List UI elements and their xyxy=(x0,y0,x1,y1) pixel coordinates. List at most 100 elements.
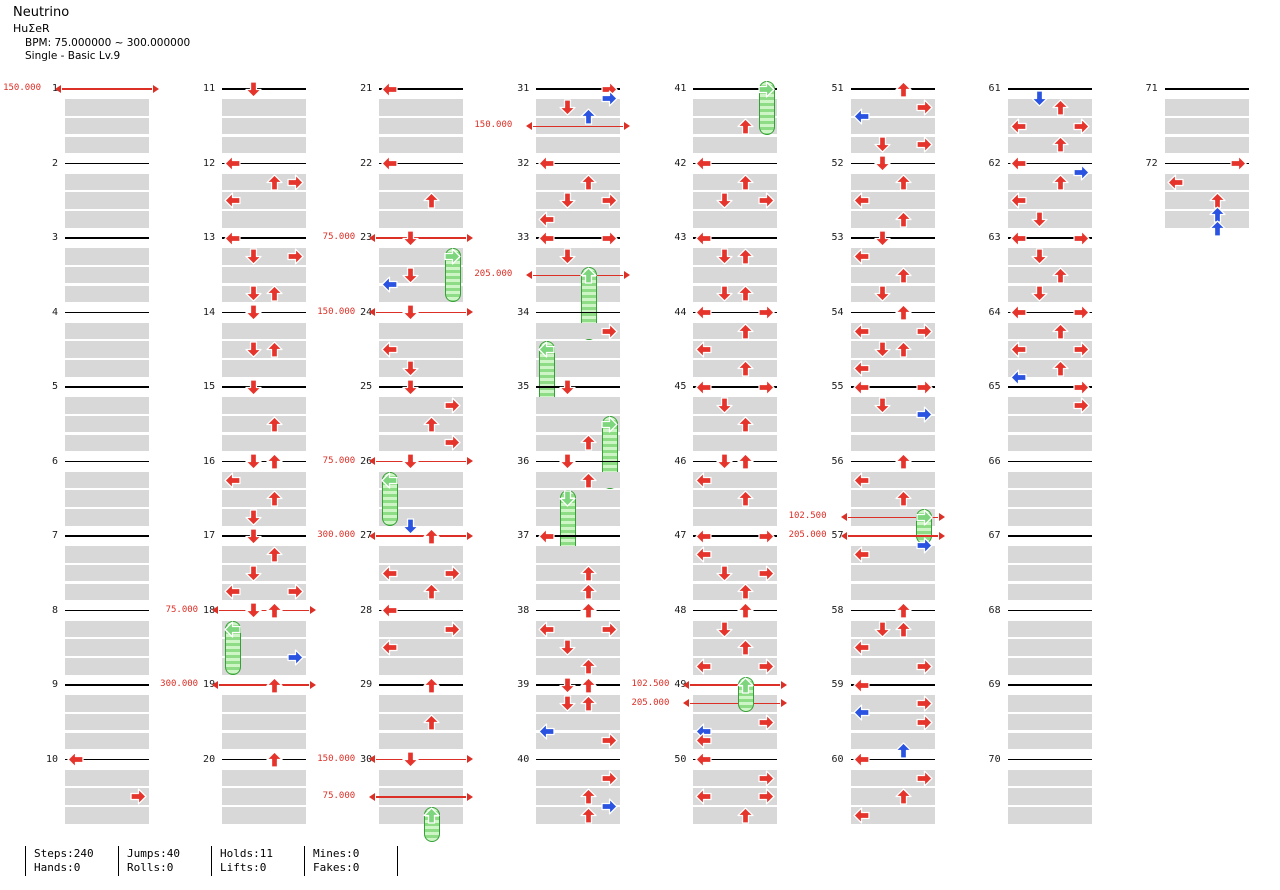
right-arrow-icon xyxy=(130,788,147,805)
measure-line xyxy=(693,609,778,612)
right-hold-head-icon xyxy=(444,248,461,265)
measure-line xyxy=(536,684,621,686)
down-arrow-icon xyxy=(873,620,891,638)
measure-number: 43 xyxy=(674,232,687,243)
measure: 42 xyxy=(674,155,778,239)
beat-bar xyxy=(1007,695,1092,712)
measure-line xyxy=(222,311,307,314)
measure-number: 2 xyxy=(51,157,58,169)
measure: 7 xyxy=(52,530,149,611)
down-arrow-icon xyxy=(716,397,734,414)
beat-bar xyxy=(379,360,464,377)
beat-bar xyxy=(693,807,778,824)
beat-bar xyxy=(222,99,307,116)
up-arrow-icon xyxy=(266,453,283,470)
right-arrow-icon xyxy=(915,714,933,731)
beat-bar xyxy=(1007,173,1092,191)
right-arrow-icon xyxy=(601,90,618,107)
down-arrow-icon xyxy=(559,378,576,396)
measure-line xyxy=(65,237,149,239)
beat-bar xyxy=(850,322,935,340)
measure-number: 4 xyxy=(51,306,58,318)
beat-bar xyxy=(536,341,621,358)
beat-bar xyxy=(1007,341,1092,358)
bpm-value: 150.000 xyxy=(317,306,356,317)
measure-line xyxy=(1164,162,1249,165)
up-arrow-icon xyxy=(266,602,283,619)
beat-bar xyxy=(222,434,307,452)
right-arrow-icon xyxy=(601,229,618,247)
measure: 35 xyxy=(517,378,621,489)
beat-bar xyxy=(1007,509,1092,526)
beat-bar xyxy=(850,266,935,284)
beat-bar xyxy=(65,248,149,265)
up-arrow-icon xyxy=(266,751,283,768)
bpm-change-marker xyxy=(683,699,788,708)
stats-group: Jumps:40 Rolls:0 xyxy=(119,846,211,875)
beat-bar xyxy=(222,173,307,191)
measure: 41 xyxy=(674,80,778,164)
bpm-left-cap-icon xyxy=(683,680,690,689)
measure-line xyxy=(1007,535,1092,537)
beat-bar xyxy=(536,173,621,191)
beat-bar xyxy=(379,471,464,489)
beat-bar xyxy=(1007,266,1092,284)
measure-line xyxy=(379,386,464,388)
beat-bar xyxy=(693,434,778,452)
measure: 11 xyxy=(203,80,307,164)
bpm-value: 75.000 xyxy=(322,790,356,801)
beat-bar xyxy=(536,285,621,303)
down-arrow-icon xyxy=(402,453,419,470)
measure-line xyxy=(222,758,307,761)
down-arrow-icon xyxy=(402,378,419,396)
beat-bar xyxy=(65,658,149,675)
beat-bar xyxy=(1007,583,1092,601)
beat-bar xyxy=(1007,490,1092,507)
measure-line xyxy=(536,758,621,761)
up-arrow-icon xyxy=(423,583,440,601)
down-arrow-icon xyxy=(245,527,262,545)
stat-bottom: Hands:0 xyxy=(34,861,81,874)
measure: 60 xyxy=(831,751,935,835)
up-arrow-icon xyxy=(1209,220,1226,237)
bpm-right-cap-icon xyxy=(467,792,474,801)
beat-bar xyxy=(693,509,778,526)
down-arrow-icon xyxy=(716,248,734,265)
beat-bar xyxy=(379,695,464,712)
up-arrow-icon xyxy=(580,788,597,805)
measure-line xyxy=(850,758,935,761)
up-arrow-icon xyxy=(1051,173,1069,191)
beat-bar xyxy=(65,713,149,731)
up-arrow-icon xyxy=(894,267,912,284)
measure-number: 24 xyxy=(360,306,373,318)
measure: 23 75.000 xyxy=(323,229,474,313)
beat-bar xyxy=(1164,192,1249,209)
measure: 3 xyxy=(52,232,149,313)
beat-bar xyxy=(65,732,149,750)
beat-bar xyxy=(536,397,621,414)
up-arrow-icon xyxy=(894,788,912,805)
up-arrow-icon xyxy=(423,192,440,209)
left-arrow-icon xyxy=(695,229,713,247)
measure-number: 8 xyxy=(51,604,58,616)
up-hold-head-icon xyxy=(580,267,597,284)
up-arrow-icon xyxy=(1051,322,1069,340)
right-arrow-icon xyxy=(601,322,618,340)
measure-line xyxy=(536,162,621,165)
left-arrow-icon xyxy=(852,751,870,768)
beat-bar xyxy=(850,397,935,414)
measure: 55 xyxy=(831,378,935,462)
beat-bar xyxy=(850,99,935,116)
bpm-value: 300.000 xyxy=(317,530,356,540)
up-arrow-icon xyxy=(737,173,755,191)
beat-bar xyxy=(693,639,778,656)
beat-bar xyxy=(693,136,778,154)
beat-bar xyxy=(850,192,935,209)
right-arrow-icon xyxy=(1072,304,1090,321)
right-arrow-icon xyxy=(444,434,461,452)
bpm-range-label: BPM: 75.000000 ~ 300.000000 xyxy=(25,37,191,49)
up-arrow-icon xyxy=(266,490,283,507)
measure-number: 49 xyxy=(674,679,687,690)
bpm-right-cap-icon xyxy=(310,680,317,689)
beat-bar xyxy=(536,564,621,582)
